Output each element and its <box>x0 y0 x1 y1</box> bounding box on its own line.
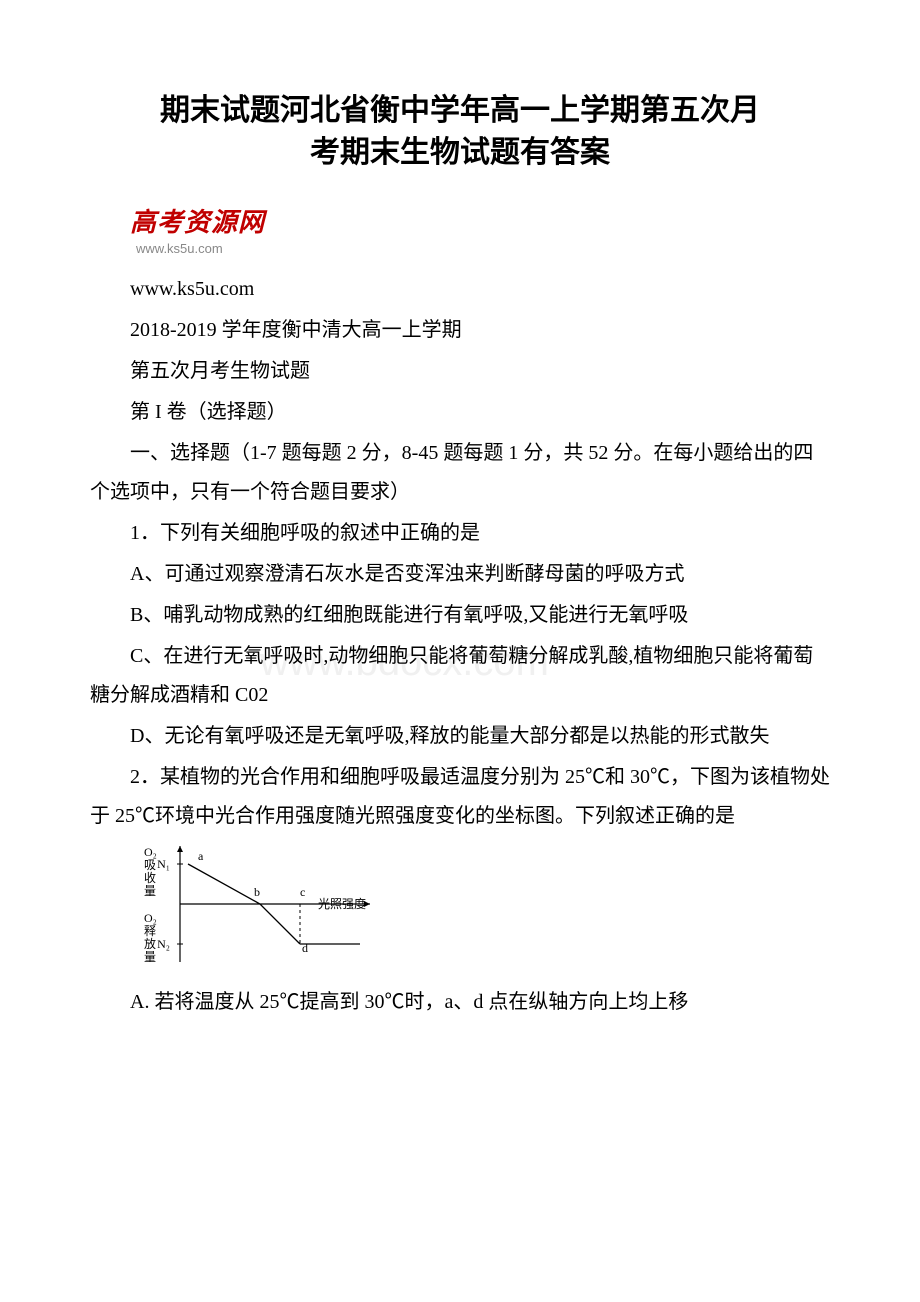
q2-chart: abcdN₁N₂光照强度O₂吸收量O₂释放量 <box>130 842 830 977</box>
svg-text:量: 量 <box>144 950 156 964</box>
q1-option-b: B、哺乳动物成熟的红细胞既能进行有氧呼吸,又能进行无氧呼吸 <box>90 596 830 635</box>
exam-line: 第五次月考生物试题 <box>90 352 830 391</box>
svg-text:a: a <box>198 849 204 863</box>
document-title: 期末试题河北省衡中学年高一上学期第五次月 考期末生物试题有答案 <box>90 90 830 174</box>
svg-text:量: 量 <box>144 884 156 898</box>
svg-text:光照强度: 光照强度 <box>318 896 366 911</box>
site-line: www.ks5u.com <box>90 270 830 309</box>
svg-text:N₂: N₂ <box>157 937 170 951</box>
year-line: 2018-2019 学年度衡中清大高一上学期 <box>90 311 830 350</box>
document-content: 期末试题河北省衡中学年高一上学期第五次月 考期末生物试题有答案 高考资源网 ww… <box>90 90 830 1022</box>
title-line-1: 期末试题河北省衡中学年高一上学期第五次月 <box>160 94 760 127</box>
q2-option-a: A. 若将温度从 25℃提高到 30℃时，a、d 点在纵轴方向上均上移 <box>90 983 830 1022</box>
svg-text:b: b <box>254 885 260 899</box>
svg-text:N₁: N₁ <box>157 857 170 871</box>
part-line: 第 I 卷（选择题） <box>90 393 830 432</box>
q2-stem: 2．某植物的光合作用和细胞呼吸最适温度分别为 25℃和 30℃，下图为该植物处于… <box>90 758 830 836</box>
q1-option-d: D、无论有氧呼吸还是无氧呼吸,释放的能量大部分都是以热能的形式散失 <box>90 717 830 756</box>
q1-option-c: C、在进行无氧呼吸时,动物细胞只能将葡萄糖分解成乳酸,植物细胞只能将葡萄糖分解成… <box>90 637 830 715</box>
svg-text:O₂: O₂ <box>144 845 157 859</box>
logo-url: www.ks5u.com <box>136 241 830 256</box>
title-line-2: 考期末生物试题有答案 <box>310 136 610 169</box>
chart-svg: abcdN₁N₂光照强度O₂吸收量O₂释放量 <box>130 842 390 972</box>
source-logo: 高考资源网 www.ks5u.com <box>130 202 830 256</box>
svg-text:d: d <box>302 941 308 955</box>
svg-text:c: c <box>300 885 305 899</box>
instructions: 一、选择题（1-7 题每题 2 分，8-45 题每题 1 分，共 52 分。在每… <box>90 434 830 512</box>
svg-text:释: 释 <box>144 924 156 938</box>
logo-text: 高考资源网 <box>130 202 830 239</box>
q1-option-a: A、可通过观察澄清石灰水是否变浑浊来判断酵母菌的呼吸方式 <box>90 555 830 594</box>
q1-stem: 1．下列有关细胞呼吸的叙述中正确的是 <box>90 514 830 553</box>
svg-text:O₂: O₂ <box>144 911 157 925</box>
svg-text:放: 放 <box>144 936 156 951</box>
svg-text:吸: 吸 <box>144 858 156 872</box>
svg-text:收: 收 <box>144 871 156 885</box>
